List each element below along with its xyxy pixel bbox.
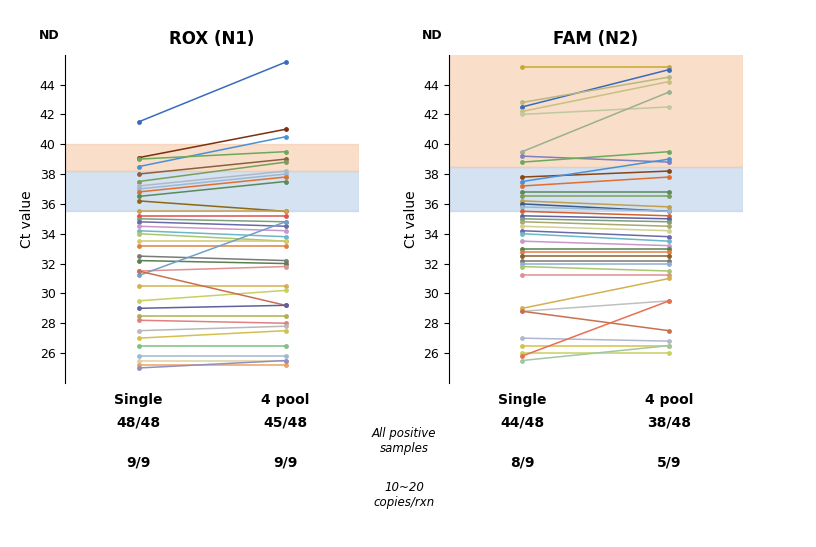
Text: ND: ND — [423, 28, 443, 42]
Text: ND: ND — [39, 28, 60, 42]
Text: 10〜20
copies/rxn: 10〜20 copies/rxn — [0, 546, 1, 547]
Text: 〜10
copies/rxn: 〜10 copies/rxn — [0, 546, 1, 547]
Text: 10〜20
copies/rxn: 10〜20 copies/rxn — [0, 546, 1, 547]
Text: 5/9: 5/9 — [657, 455, 681, 469]
Text: All positive
samples: All positive samples — [371, 427, 437, 455]
Bar — [65, 171, 359, 211]
Text: 38/48: 38/48 — [647, 416, 691, 430]
Bar — [449, 167, 743, 211]
Text: 9/9: 9/9 — [273, 455, 298, 469]
Title: ROX (N1): ROX (N1) — [170, 30, 255, 48]
Text: 10~20
copies/rxn: 10~20 copies/rxn — [373, 481, 435, 509]
Text: 45/48: 45/48 — [264, 416, 308, 430]
Text: 48/48: 48/48 — [117, 416, 161, 430]
Title: FAM (N2): FAM (N2) — [553, 30, 638, 48]
Y-axis label: Ct value: Ct value — [404, 190, 418, 248]
Text: 44/48: 44/48 — [500, 416, 544, 430]
Text: 5〜10: 5〜10 — [0, 546, 1, 547]
Bar — [65, 144, 359, 171]
Text: 8/9: 8/9 — [510, 455, 534, 469]
Y-axis label: Ct value: Ct value — [20, 190, 34, 248]
Bar — [449, 47, 743, 167]
Text: 9/9: 9/9 — [126, 455, 151, 469]
